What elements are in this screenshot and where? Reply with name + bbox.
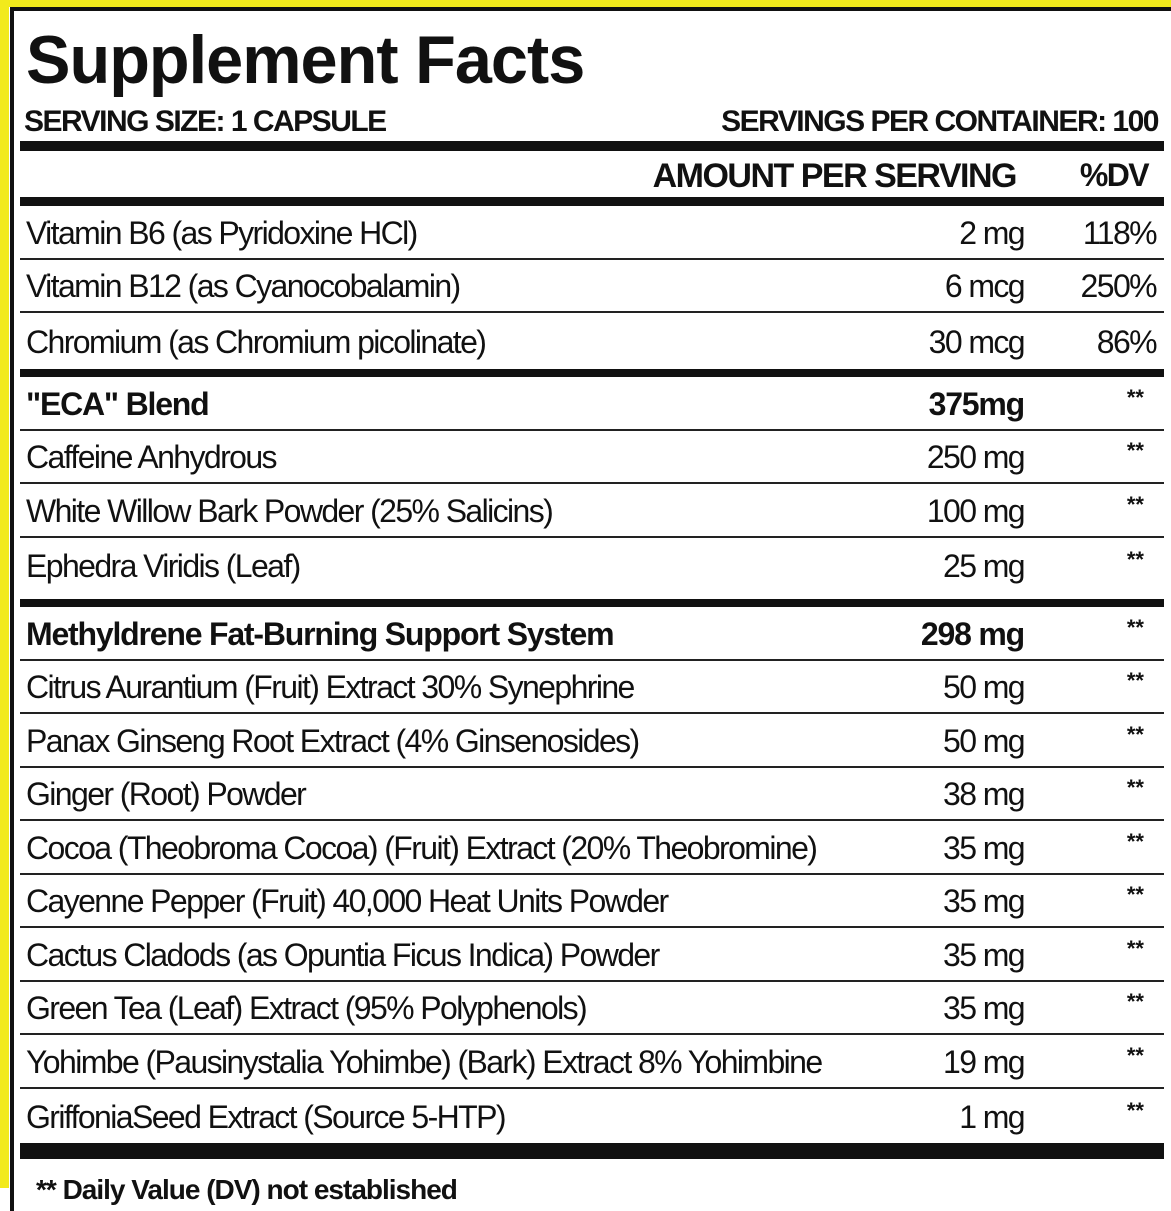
methyldrene-rows: Methyldrene Fat-Burning Support System 29… (20, 607, 1164, 1142)
divider-thick (20, 369, 1164, 377)
ingredient-dv: ** (1126, 438, 1144, 463)
ingredient-name: Caffeine Anhydrous (26, 439, 278, 475)
ingredient-name: Cocoa (Theobroma Cocoa) (Fruit) Extract … (26, 829, 818, 866)
ingredient-amount: 6 mcg (944, 268, 1026, 304)
ingredient-row: Yohimbe (Pausinystalia Yohimbe) (Bark) E… (20, 1035, 1164, 1089)
ingredient-row: Cactus Cladods (as Opuntia Ficus Indica)… (20, 928, 1164, 982)
ingredient-name: Ginger (Root) Powder (26, 776, 307, 812)
ingredient-dv: ** (1126, 1098, 1144, 1123)
ingredient-amount: 1 mg (959, 1099, 1025, 1135)
eca-blend-rows: "ECA" Blend 375mg ** Caffeine Anhydrous 250 … (20, 377, 1164, 591)
ingredient-dv: ** (1126, 1042, 1144, 1068)
ingredient-dv: ** (1126, 935, 1144, 961)
ingredient-row: Cayenne Pepper (Fruit) 40,000 Heat Units… (20, 875, 1164, 928)
ingredient-name: "ECA" Blend (26, 385, 210, 422)
ingredient-row: Citrus Aurantium (Fruit) Extract 30% Syn… (20, 661, 1164, 714)
vitamin-rows: Vitamin B6 (as Pyridoxine HCl) 2 mg 118% Vi… (20, 206, 1164, 367)
ingredient-name: Citrus Aurantium (Fruit) Extract 30% Syn… (26, 669, 635, 705)
divider-thick (20, 141, 1164, 151)
ingredient-row: Cocoa (Theobroma Cocoa) (Fruit) Extract … (20, 821, 1164, 875)
ingredient-dv: ** (1126, 547, 1144, 572)
ingredient-amount: 100 mg (926, 492, 1026, 529)
ingredient-row: Green Tea (Leaf) Extract (95% Polyphenol… (20, 982, 1164, 1035)
ingredient-dv: ** (1126, 491, 1144, 517)
ingredient-name: Cayenne Pepper (Fruit) 40,000 Heat Units… (26, 883, 669, 919)
ingredient-dv: 118% (1082, 214, 1158, 251)
servings-per-container: SERVINGS PER CONTAINER: 100 (721, 105, 1159, 138)
ingredient-name: Ephedra Viridis (Leaf) (26, 548, 301, 584)
ingredient-row: GriffoniaSeed Extract (Source 5-HTP) 1 mg… (20, 1089, 1164, 1143)
ingredient-row: Chromium (as Chromium picolinate) 30 mcg 8… (20, 313, 1164, 367)
ingredient-dv: ** (1126, 721, 1144, 747)
label-title: Supplement Facts (26, 22, 585, 98)
ingredient-dv: ** (1126, 384, 1144, 410)
ingredient-amount: 50 mg (943, 669, 1026, 705)
ingredient-name: Yohimbe (Pausinystalia Yohimbe) (Bark) E… (26, 1043, 823, 1080)
supplement-facts-panel: Supplement Facts SERVING SIZE: 1 CAPSULE… (10, 7, 1171, 1211)
ingredient-name: Vitamin B12 (as Cyanocobalamin) (26, 268, 461, 304)
ingredient-dv: ** (1126, 989, 1144, 1014)
ingredient-amount: 35 mg (943, 990, 1026, 1026)
ingredient-dv: ** (1126, 775, 1144, 800)
ingredient-amount: 35 mg (943, 936, 1026, 973)
ingredient-name: Cactus Cladods (as Opuntia Ficus Indica)… (26, 936, 660, 973)
divider-thick (20, 599, 1164, 607)
serving-size: SERVING SIZE: 1 CAPSULE (24, 105, 387, 138)
ingredient-amount: 250 mg (926, 439, 1026, 475)
header-dv: %DV (1079, 157, 1150, 193)
ingredient-amount: 19 mg (943, 1043, 1026, 1080)
yellow-border-left (0, 0, 9, 1188)
ingredient-amount: 38 mg (943, 776, 1026, 812)
divider-thick (20, 197, 1164, 206)
ingredient-amount: 50 mg (943, 722, 1026, 759)
ingredient-dv: 250% (1080, 268, 1158, 304)
ingredient-row: Vitamin B12 (as Cyanocobalamin) 6 mcg 250% (20, 260, 1164, 313)
ingredient-name: Green Tea (Leaf) Extract (95% Polyphenol… (26, 990, 588, 1026)
ingredient-amount: 30 mcg (928, 323, 1026, 360)
ingredient-row: "ECA" Blend 375mg ** (20, 377, 1164, 431)
ingredient-row: White Willow Bark Powder (25% Salicins) 1… (20, 484, 1164, 538)
ingredient-row: Methyldrene Fat-Burning Support System 29… (20, 607, 1164, 661)
ingredient-amount: 25 mg (943, 548, 1026, 584)
ingredient-dv: ** (1126, 882, 1144, 907)
ingredient-amount: 2 mg (959, 214, 1025, 251)
ingredient-amount: 35 mg (943, 829, 1026, 866)
ingredient-name: GriffoniaSeed Extract (Source 5-HTP) (26, 1099, 507, 1135)
ingredient-dv: ** (1126, 668, 1144, 693)
ingredient-dv: ** (1126, 828, 1144, 854)
ingredient-amount: 35 mg (943, 883, 1026, 919)
ingredient-amount: 298 mg (920, 615, 1025, 652)
header-amount: AMOUNT PER SERVING (652, 157, 1018, 195)
ingredient-dv: 86% (1096, 323, 1158, 360)
ingredient-dv: ** (1126, 614, 1144, 640)
divider-thick (20, 1143, 1164, 1159)
ingredient-row: Ephedra Viridis (Leaf) 25 mg ** (20, 538, 1164, 592)
ingredient-name: Vitamin B6 (as Pyridoxine HCl) (26, 214, 418, 251)
ingredient-name: White Willow Bark Powder (25% Salicins) (26, 492, 554, 529)
ingredient-name: Methyldrene Fat-Burning Support System (26, 615, 615, 652)
yellow-border-top (0, 0, 1171, 7)
footer-note: ** Daily Value (DV) not established (36, 1174, 458, 1205)
ingredient-row: Caffeine Anhydrous 250 mg ** (20, 431, 1164, 484)
ingredient-row: Ginger (Root) Powder 38 mg ** (20, 768, 1164, 821)
ingredient-row: Panax Ginseng Root Extract (4% Ginsenosi… (20, 714, 1164, 768)
ingredient-row: Vitamin B6 (as Pyridoxine HCl) 2 mg 118% (20, 206, 1164, 260)
ingredient-name: Chromium (as Chromium picolinate) (26, 323, 487, 360)
ingredient-name: Panax Ginseng Root Extract (4% Ginsenosi… (26, 722, 640, 759)
ingredient-amount: 375mg (928, 385, 1026, 422)
